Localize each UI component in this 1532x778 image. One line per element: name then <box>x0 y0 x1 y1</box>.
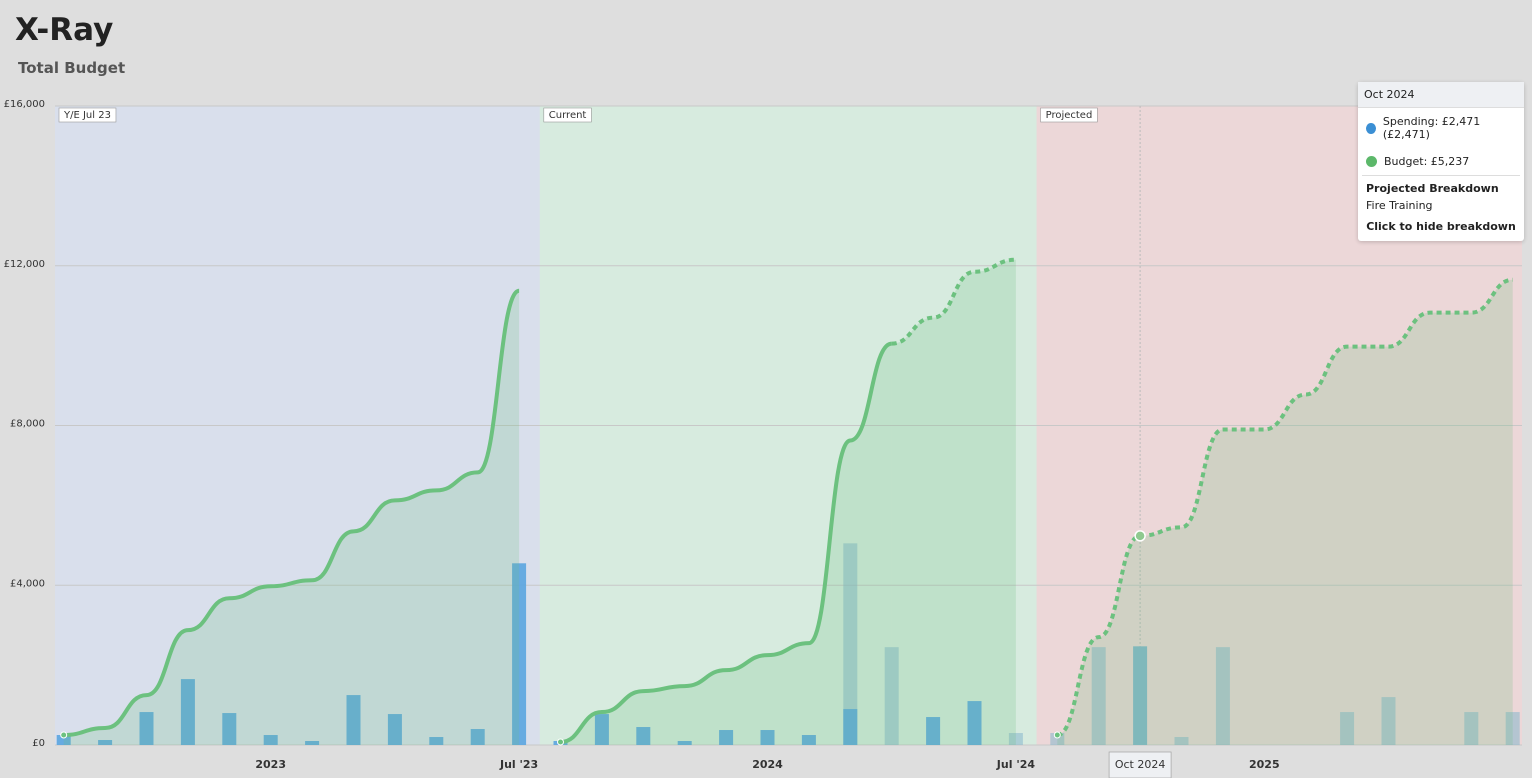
area <box>891 259 1016 745</box>
region-label: Projected <box>1040 107 1098 123</box>
bar <box>1050 733 1065 745</box>
x-tick-label: 2024 <box>752 758 783 771</box>
bar <box>1174 737 1189 745</box>
x-tick-label: Jul '24 <box>996 758 1036 771</box>
bar <box>1340 712 1355 745</box>
tooltip-action[interactable]: Click to hide breakdown <box>1366 220 1516 233</box>
page-title: X-Ray <box>15 12 114 48</box>
start-point <box>60 731 68 739</box>
bar <box>760 730 775 745</box>
y-tick-label: £16,000 <box>4 99 45 110</box>
bar <box>884 647 899 745</box>
tooltip-title: Oct 2024 <box>1358 82 1524 108</box>
region-label-box <box>1040 107 1098 123</box>
bar <box>346 695 361 745</box>
region-label: Current <box>543 107 592 123</box>
bar <box>470 729 485 745</box>
bar <box>180 679 195 745</box>
hover-point <box>1134 530 1146 542</box>
bar <box>594 714 609 745</box>
bar <box>1381 697 1396 745</box>
region-label: Y/E Jul 23 <box>58 107 117 123</box>
line <box>63 288 521 738</box>
area <box>1057 279 1513 745</box>
start-point <box>1053 731 1061 739</box>
y-tick-label: £4,000 <box>10 578 45 589</box>
region-label-box <box>58 107 117 123</box>
bar <box>1215 647 1230 745</box>
x-hover-box <box>1108 751 1172 778</box>
bar <box>387 714 402 745</box>
start-point <box>557 738 564 746</box>
bar <box>263 735 278 745</box>
bar <box>843 709 858 745</box>
x-tick-label: 2025 <box>1249 758 1280 771</box>
y-tick-label: £0 <box>32 738 45 749</box>
bar <box>1505 712 1520 745</box>
tooltip-text: Spending: £2,471 (£2,471) <box>1382 115 1481 141</box>
bar <box>636 727 651 745</box>
bar <box>429 737 444 745</box>
x-tick-label: 2023 <box>255 758 286 771</box>
region-label-text: Projected <box>1046 110 1093 121</box>
bar <box>56 735 71 745</box>
bar <box>1133 646 1148 745</box>
area <box>63 290 520 745</box>
tooltip-detail: Fire Training <box>1366 199 1433 212</box>
bar <box>98 740 113 745</box>
bar <box>139 712 154 745</box>
region-label-text: Current <box>549 110 587 121</box>
y-tick-label: £8,000 <box>10 419 45 430</box>
tooltip: Oct 2024 Spending: £2,471 (£2,471) Budge… <box>1358 82 1524 241</box>
tooltip-text: Budget: £5,237 <box>1384 155 1470 168</box>
tooltip-item: Spending: £2,471 (£2,471) <box>1358 108 1524 148</box>
x-tick-label: Jul '23 <box>499 758 538 771</box>
tooltip-section: Projected Breakdown <box>1362 175 1520 197</box>
bar <box>719 730 734 745</box>
x-tick-label: Oct 2024 <box>1115 758 1166 771</box>
legend-dot <box>1366 156 1377 167</box>
region-label-text: Y/E Jul 23 <box>63 110 111 121</box>
bar <box>1464 712 1479 745</box>
tooltip-item: Budget: £5,237 <box>1358 148 1524 175</box>
bar <box>222 713 237 745</box>
bar <box>801 735 816 745</box>
bar <box>843 543 858 745</box>
line <box>1056 277 1514 738</box>
bar <box>1091 647 1106 745</box>
legend-dot <box>1366 122 1376 134</box>
bar <box>967 701 982 745</box>
bar <box>512 563 527 745</box>
bar <box>1008 733 1023 745</box>
bar <box>305 741 320 745</box>
page-subtitle: Total Budget <box>18 59 126 77</box>
bar <box>926 717 941 745</box>
region-label-box <box>543 107 592 123</box>
line <box>891 257 1016 346</box>
y-tick-label: £12,000 <box>4 259 45 270</box>
bar <box>677 741 692 745</box>
line <box>560 341 893 745</box>
